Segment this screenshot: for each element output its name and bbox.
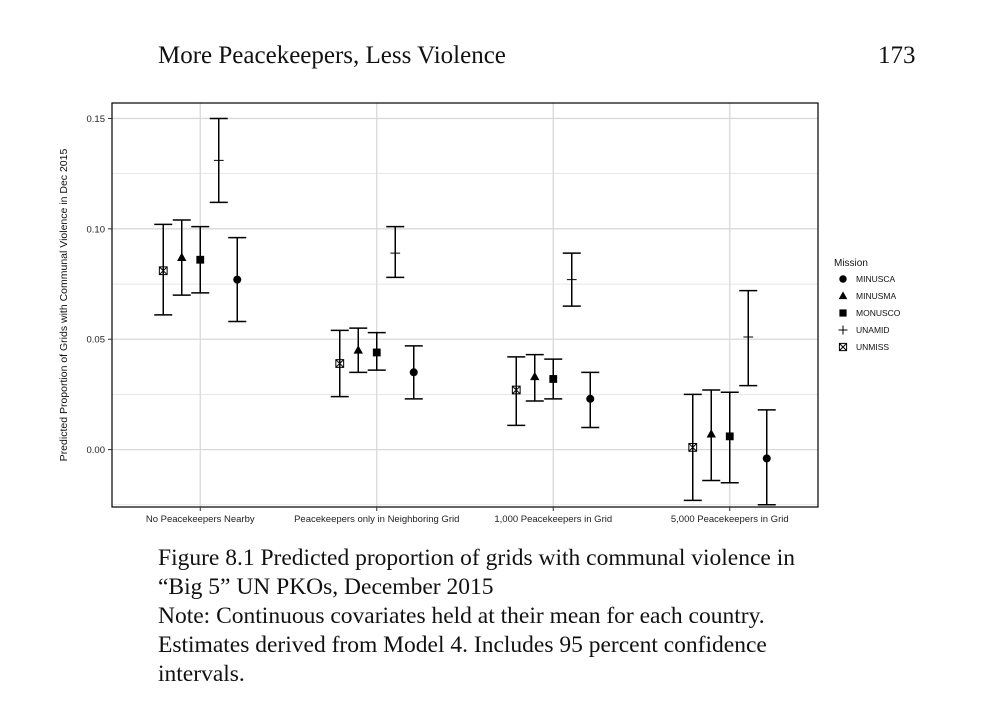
data-point-minusma (702, 389, 721, 482)
point-marker (511, 385, 521, 395)
legend-marker (839, 275, 847, 283)
caption-line: Note: Continuous covariates held at thei… (158, 603, 765, 629)
marks-layer (154, 117, 776, 506)
point-marker (530, 371, 540, 381)
y-tick-label: 0.05 (87, 335, 106, 346)
point-marker (233, 275, 242, 284)
y-tick-label: 0.00 (87, 445, 106, 456)
y-tick-label: 0.10 (87, 224, 106, 235)
axis-layer: 0.00 0.05 0.10 0.15 No Peacekeepers Nearby Pe… (87, 114, 789, 525)
y-tick-label: 0.15 (87, 114, 106, 125)
caption-line: “Big 5” UN PKOs, December 2015 (158, 574, 494, 600)
point-marker (196, 255, 205, 264)
point-marker (549, 375, 558, 383)
point-marker (353, 345, 363, 354)
data-point-unmiss (330, 329, 349, 398)
point-marker (177, 252, 187, 261)
legend-label: MONUSCO (856, 308, 901, 318)
data-point-unamid (739, 289, 758, 387)
data-point-minusca (228, 236, 247, 323)
y-axis-label: Predicted Proportion of Grids with Commu… (58, 149, 70, 462)
data-point-unmiss (507, 356, 526, 427)
chart: 0.00 0.05 0.10 0.15 No Peacekeepers Nearby Pe… (58, 102, 901, 525)
point-marker (566, 274, 577, 285)
data-point-minusca (581, 371, 600, 429)
point-marker (762, 454, 771, 463)
legend-item-minusca: MINUSCA (839, 274, 896, 284)
legend-item-unamid: UNAMID (838, 325, 890, 335)
point-marker (409, 368, 418, 377)
caption-line: Estimates derived from Model 4. Includes… (158, 632, 767, 658)
x-tick-label: Peacekeepers only in Neighboring Grid (294, 514, 459, 525)
data-point-monusco (191, 225, 210, 294)
legend-marker (838, 325, 848, 335)
data-point-minusca (404, 345, 423, 400)
data-point-unamid (562, 252, 581, 307)
data-point-monusco (544, 358, 563, 400)
data-point-minusma (525, 353, 544, 402)
point-marker (335, 359, 345, 368)
point-marker (586, 394, 595, 403)
data-point-minusma (172, 219, 191, 296)
legend: Mission MINUSCA MINUSMA MONUSCO UNAMID UNMISS (834, 258, 901, 352)
point-marker (725, 432, 734, 441)
legend-label: MINUSCA (856, 274, 896, 284)
legend-title: Mission (834, 258, 868, 269)
point-marker (706, 429, 716, 438)
data-point-minusca (757, 409, 776, 506)
point-marker (213, 155, 224, 166)
legend-item-minusma: MINUSMA (838, 291, 896, 301)
legend-label: MINUSMA (856, 291, 896, 301)
page-number: 173 (878, 42, 916, 69)
legend-marker (838, 342, 848, 352)
figure-caption: Figure 8.1 Predicted proportion of grids… (158, 544, 938, 689)
point-marker (743, 332, 754, 342)
data-point-monusco (367, 331, 386, 371)
x-tick-label: 1,000 Peacekeepers in Grid (494, 514, 612, 525)
data-point-monusco (720, 391, 739, 484)
data-point-minusma (349, 327, 368, 374)
point-marker (372, 348, 381, 357)
x-tick-label: 5,000 Peacekeepers in Grid (671, 514, 789, 525)
legend-item-unmiss: UNMISS (838, 342, 889, 352)
running-title: More Peacekeepers, Less Violence (158, 42, 506, 69)
legend-marker (838, 291, 848, 300)
caption-line: Figure 8.1 Predicted proportion of grids… (158, 545, 795, 571)
x-tick-label: No Peacekeepers Nearby (146, 514, 255, 525)
data-point-unamid (209, 117, 228, 204)
point-marker (158, 266, 168, 276)
data-point-unmiss (683, 393, 702, 502)
data-point-unmiss (154, 223, 173, 316)
legend-label: UNMISS (856, 342, 889, 352)
point-marker (688, 442, 698, 452)
point-marker (390, 248, 401, 258)
figure: 0.00 0.05 0.10 0.15 No Peacekeepers Nearby Pe… (58, 102, 901, 525)
legend-marker (839, 309, 847, 317)
data-point-unamid (386, 225, 405, 279)
grid-layer (112, 103, 818, 507)
legend-item-monusco: MONUSCO (839, 308, 901, 318)
legend-label: UNAMID (856, 325, 890, 335)
plot-panel-border (111, 102, 819, 508)
caption-line: intervals. (158, 661, 245, 687)
